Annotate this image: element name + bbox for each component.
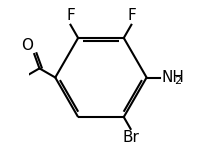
Text: F: F xyxy=(127,8,136,23)
Text: O: O xyxy=(21,38,33,53)
Text: Br: Br xyxy=(122,131,139,145)
Text: NH: NH xyxy=(162,70,185,85)
Text: F: F xyxy=(66,8,75,23)
Text: 2: 2 xyxy=(174,76,181,86)
